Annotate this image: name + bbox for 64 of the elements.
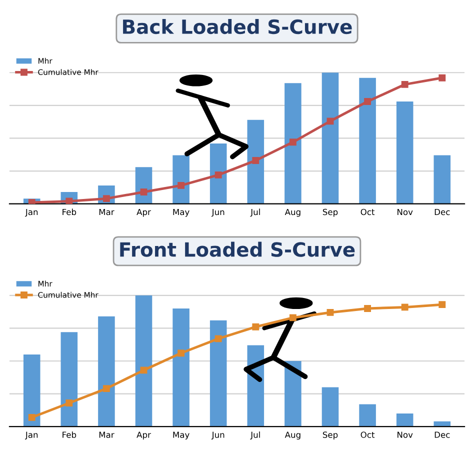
x-tick-label: Aug [284, 208, 300, 217]
x-tick-label: Dec [434, 432, 450, 438]
point [401, 304, 408, 311]
x-tick-label: Mar [99, 432, 114, 438]
chart-title: Front Loaded S-Curve [120, 242, 355, 257]
x-tick-label: Jul [250, 431, 260, 440]
x-tick-label: Dec [434, 208, 450, 216]
chart-title: Back Loaded S-Curve [123, 19, 352, 34]
point [438, 301, 446, 308]
point [178, 182, 185, 189]
point [140, 366, 148, 374]
x-tick-label: Feb [62, 208, 76, 216]
point [102, 385, 110, 392]
x-tick-label: Sep [322, 208, 338, 217]
point [438, 74, 446, 82]
point [364, 305, 372, 312]
point [178, 350, 185, 357]
point [289, 314, 296, 322]
x-tick-label: Apr [136, 432, 151, 440]
x-tick-label: May [173, 432, 190, 440]
point [326, 308, 334, 316]
point [252, 157, 260, 164]
bar [322, 387, 339, 427]
bar [396, 101, 414, 204]
x-tick-label: Jul [250, 208, 260, 217]
point [401, 80, 408, 88]
x-tick-label: May [173, 208, 190, 217]
bar [359, 404, 376, 427]
x-tick-label: Oct [360, 208, 375, 216]
bar [210, 320, 227, 427]
bar [172, 308, 190, 427]
point [102, 195, 110, 202]
x-tick-label: Oct [360, 432, 375, 438]
bar [284, 83, 302, 204]
point [252, 323, 260, 330]
x-tick-label: Jan [25, 432, 38, 440]
bar [359, 78, 376, 204]
bar [135, 295, 152, 427]
x-tick-label: Feb [62, 431, 76, 438]
bar [322, 72, 339, 204]
x-tick-label: Sep [322, 432, 338, 440]
bar [172, 155, 190, 204]
x-tick-label: Jun [211, 432, 224, 440]
bar [434, 155, 451, 204]
point [28, 414, 36, 421]
x-tick-label: Jun [211, 208, 224, 217]
x-tick-label: Aug [284, 432, 300, 440]
bar [98, 316, 115, 427]
x-tick-label: Nov [398, 208, 413, 216]
point [289, 138, 296, 146]
bar [60, 332, 78, 427]
bar [23, 354, 40, 427]
point [214, 171, 222, 178]
point [66, 400, 73, 406]
bar [247, 120, 264, 204]
x-tick-label: Apr [136, 208, 151, 217]
bar [396, 413, 414, 427]
point [364, 98, 372, 105]
point [140, 188, 148, 196]
x-tick-label: Jan [25, 208, 38, 217]
x-tick-label: Nov [398, 432, 413, 438]
point [326, 118, 334, 125]
x-tick-label: Mar [99, 208, 114, 216]
point [214, 335, 222, 342]
